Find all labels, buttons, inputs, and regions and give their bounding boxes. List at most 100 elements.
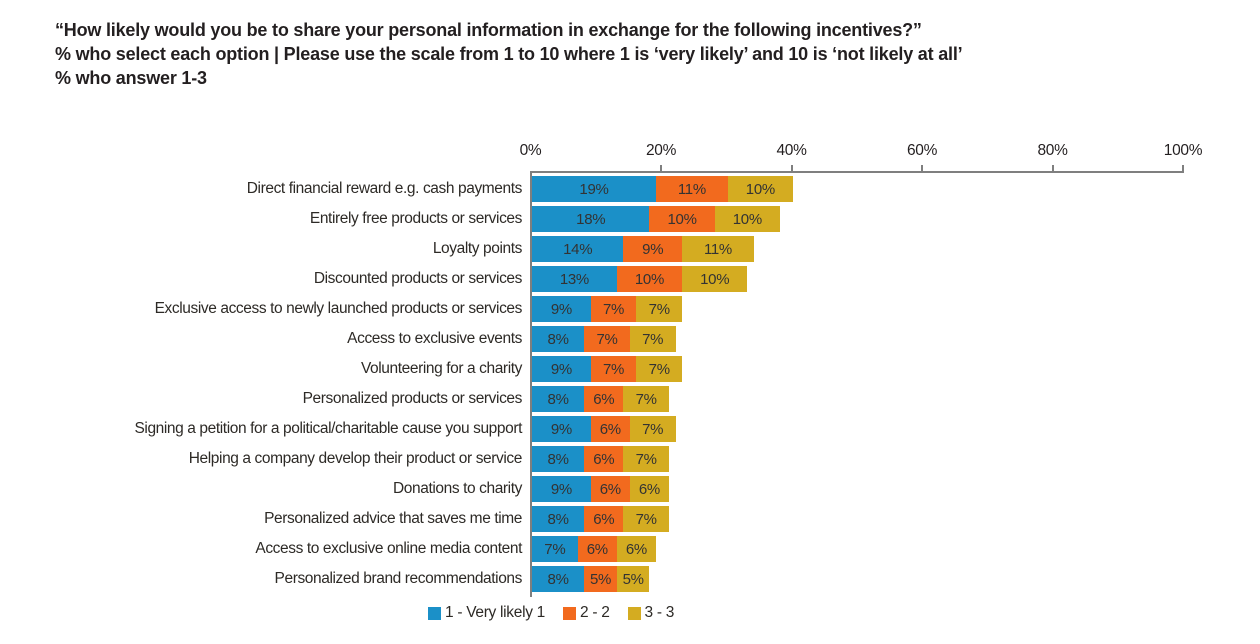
legend-swatch <box>563 606 576 620</box>
category-label: Discounted products or services <box>313 270 523 287</box>
bar-value-label: 8% <box>547 450 569 468</box>
bar-segment-s1: 9% <box>532 356 591 382</box>
x-axis-tick-label: 100% <box>1163 142 1203 159</box>
legend-label: 3 - 3 <box>644 604 675 621</box>
chart-row: Personalized brand recommendations 8% 5% 5% <box>0 566 1260 592</box>
bar-value-label: 9% <box>550 300 572 318</box>
bar-value-label: 7% <box>603 360 625 378</box>
chart-row: Donations to charity 9% 6% 6% <box>0 476 1260 502</box>
x-axis-tick <box>660 165 662 171</box>
bar-track: 13% 10% 10% <box>532 266 748 292</box>
bar-segment-s2: 7% <box>584 326 630 352</box>
x-axis-tick-label: 20% <box>645 142 677 159</box>
chart-row: Exclusive access to newly launched produ… <box>0 296 1260 322</box>
bar-value-label: 6% <box>593 390 615 408</box>
bar-segment-s3: 7% <box>636 296 683 322</box>
bar-value-label: 19% <box>579 180 609 198</box>
bar-segment-s3: 5% <box>616 566 650 592</box>
category-label: Signing a petition for a political/chari… <box>134 420 522 437</box>
bar-segment-s3: 10% <box>714 206 780 232</box>
x-axis-tick-label: 80% <box>1037 142 1068 159</box>
legend-swatch <box>627 606 641 620</box>
chart-row: Volunteering for a charity 9% 7% 7% <box>0 356 1260 382</box>
bar-track: 7% 6% 6% <box>532 536 656 562</box>
legend-item-1: 1 - Very likely 1 <box>428 604 545 622</box>
bar-segment-s1: 8% <box>532 566 585 592</box>
chart-row: Discounted products or services 13% 10% 10% <box>0 266 1260 292</box>
chart-row: Helping a company develop their product … <box>0 446 1260 472</box>
bar-segment-s2: 6% <box>577 536 617 562</box>
bar-track: 18% 10% 10% <box>532 206 780 232</box>
category-label: Direct financial reward e.g. cash paymen… <box>246 180 523 197</box>
bar-value-label: 18% <box>576 210 606 228</box>
bar-segment-s3: 10% <box>682 266 748 292</box>
bar-track: 9% 6% 6% <box>532 476 669 502</box>
x-axis-tick-label: 60% <box>906 142 938 159</box>
bar-segment-s3: 10% <box>727 176 793 202</box>
x-axis-tick <box>1051 165 1054 171</box>
bar-value-label: 9% <box>550 420 572 438</box>
bar-track: 8% 7% 7% <box>532 326 676 352</box>
bar-value-label: 7% <box>635 510 657 528</box>
chart-row: Signing a petition for a political/chari… <box>0 416 1260 442</box>
bar-segment-s3: 7% <box>629 326 676 352</box>
bar-segment-s3: 7% <box>623 446 669 472</box>
category-label: Donations to charity <box>393 480 522 497</box>
bar-value-label: 8% <box>547 510 569 528</box>
category-label: Personalized brand recommendations <box>274 570 523 587</box>
bar-track: 8% 6% 7% <box>532 446 669 472</box>
bar-segment-s3: 6% <box>629 476 669 502</box>
bar-segment-s3: 7% <box>629 416 676 442</box>
bar-value-label: 10% <box>634 270 664 288</box>
bar-segment-s1: 8% <box>532 326 585 352</box>
bar-value-label: 6% <box>638 480 660 498</box>
bar-track: 9% 7% 7% <box>532 356 683 382</box>
bar-segment-s2: 6% <box>584 386 624 412</box>
bar-segment-s1: 9% <box>532 476 591 502</box>
chart-row: Direct financial reward e.g. cash paymen… <box>0 176 1260 202</box>
bar-value-label: 8% <box>547 390 569 408</box>
bar-track: 14% 9% 11% <box>532 236 754 262</box>
bar-value-label: 7% <box>642 330 664 348</box>
bar-value-label: 7% <box>635 390 657 408</box>
bar-value-label: 10% <box>700 270 730 288</box>
chart-row: Personalized products or services 8% 6% 7% <box>0 386 1260 412</box>
bar-track: 8% 6% 7% <box>532 506 669 532</box>
chart-title: “How likely would you be to share your p… <box>55 18 963 90</box>
category-label: Personalized advice that saves me time <box>264 510 522 527</box>
x-axis-tick <box>1182 165 1184 171</box>
bar-segment-s1: 7% <box>532 536 578 562</box>
bar-value-label: 6% <box>586 540 608 558</box>
category-label: Entirely free products or services <box>309 210 523 227</box>
category-label: Personalized products or services <box>302 390 523 407</box>
bar-value-label: 9% <box>550 480 572 498</box>
chart-row: Entirely free products or services 18% 10%… <box>0 206 1260 232</box>
bar-segment-s1: 19% <box>532 176 656 202</box>
bar-value-label: 10% <box>667 210 697 228</box>
bar-value-label: 7% <box>648 360 670 378</box>
bar-segment-s1: 13% <box>532 266 617 292</box>
x-axis-tick <box>790 165 793 171</box>
bar-segment-s2: 6% <box>584 446 624 472</box>
bar-value-label: 10% <box>732 210 762 228</box>
bar-value-label: 7% <box>635 450 657 468</box>
bar-track: 8% 5% 5% <box>532 566 650 592</box>
bar-segment-s2: 7% <box>590 296 637 322</box>
bar-value-label: 6% <box>593 450 615 468</box>
chart-row: Personalized advice that saves me time 8%… <box>0 506 1260 532</box>
bar-segment-s2: 6% <box>584 506 624 532</box>
bar-segment-s3: 11% <box>682 236 754 262</box>
bar-value-label: 13% <box>559 270 589 288</box>
bar-track: 9% 7% 7% <box>532 296 683 322</box>
bar-track: 9% 6% 7% <box>532 416 676 442</box>
bar-segment-s3: 6% <box>616 536 656 562</box>
y-axis-line <box>530 171 532 597</box>
x-axis-line <box>530 171 1184 173</box>
bar-value-label: 7% <box>603 300 625 318</box>
bar-segment-s2: 6% <box>590 476 630 502</box>
bar-value-label: 6% <box>593 510 615 528</box>
legend-item-2: 2 - 2 <box>563 604 610 622</box>
bar-segment-s1: 8% <box>532 386 585 412</box>
bar-value-label: 11% <box>703 240 732 258</box>
bar-segment-s3: 7% <box>623 386 669 412</box>
